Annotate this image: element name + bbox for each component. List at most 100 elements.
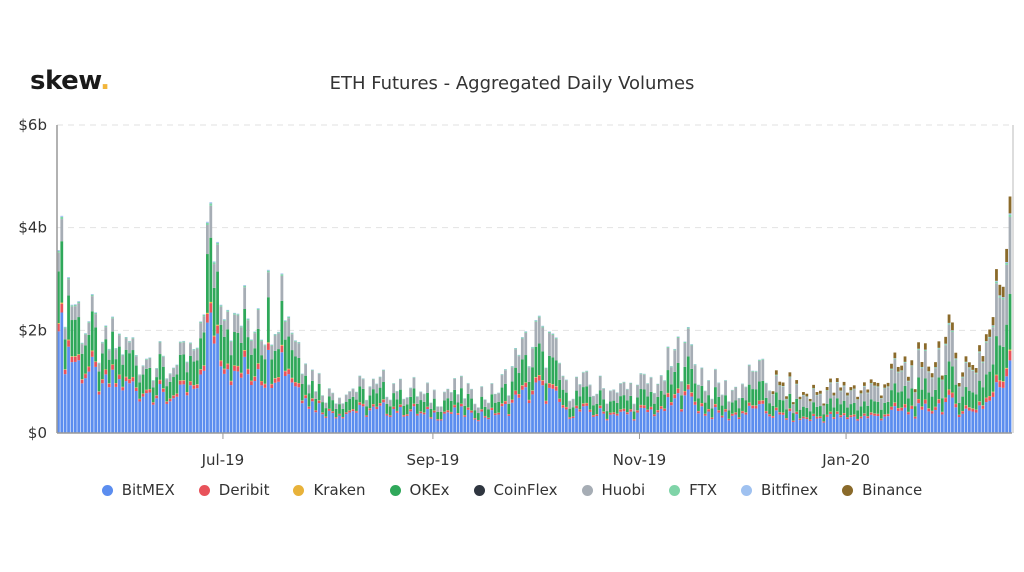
bar-segment-ftx[interactable]	[951, 330, 954, 333]
bar-segment-ftx[interactable]	[910, 365, 914, 367]
bar-segment-deribit[interactable]	[548, 383, 551, 388]
bar-segment-binance[interactable]	[815, 392, 819, 395]
bar-segment-huobi[interactable]	[246, 320, 250, 338]
bar-segment-deribit[interactable]	[829, 411, 832, 414]
bar-segment-bitmex[interactable]	[822, 422, 826, 433]
bar-segment-huobi[interactable]	[541, 327, 545, 352]
bar-segment-bitmex[interactable]	[856, 420, 860, 433]
bar-segment-huobi[interactable]	[504, 370, 507, 384]
bar-segment-binance[interactable]	[923, 343, 927, 350]
bar-segment-bitmex[interactable]	[791, 421, 795, 433]
bar-segment-ftx[interactable]	[534, 320, 538, 322]
bar-segment-okex[interactable]	[592, 405, 595, 416]
bar-segment-okex[interactable]	[331, 400, 335, 412]
bar-segment-okex[interactable]	[676, 362, 680, 389]
bar-segment-deribit[interactable]	[666, 393, 670, 398]
bar-segment-okex[interactable]	[548, 355, 551, 384]
bar-segment-deribit[interactable]	[615, 413, 619, 416]
bar-segment-deribit[interactable]	[378, 403, 382, 406]
bar-segment-bitmex[interactable]	[192, 388, 196, 433]
legend-item-coinflex[interactable]: CoinFlex	[473, 481, 558, 499]
bar-segment-deribit[interactable]	[883, 414, 887, 417]
bar-segment-deribit[interactable]	[934, 407, 937, 410]
bar-segment-bitmex[interactable]	[903, 407, 907, 433]
bar-segment-bitmex[interactable]	[57, 331, 60, 433]
bar-segment-okex[interactable]	[747, 384, 751, 403]
bar-segment-bitmex[interactable]	[937, 403, 941, 433]
bar-segment-huobi[interactable]	[287, 318, 291, 337]
bar-segment-okex[interactable]	[873, 401, 876, 414]
bar-segment-bitfinex[interactable]	[541, 325, 545, 327]
bar-segment-huobi[interactable]	[263, 345, 267, 360]
bar-segment-bitmex[interactable]	[967, 410, 971, 433]
bar-segment-bitmex[interactable]	[344, 414, 348, 433]
bar-segment-ftx[interactable]	[541, 326, 545, 328]
bar-segment-okex[interactable]	[382, 382, 385, 400]
bar-segment-kraken[interactable]	[239, 372, 243, 374]
bar-segment-deribit[interactable]	[212, 336, 216, 344]
bar-segment-deribit[interactable]	[822, 421, 826, 423]
bar-segment-deribit[interactable]	[493, 413, 497, 416]
bar-segment-huobi[interactable]	[653, 393, 656, 404]
bar-segment-okex[interactable]	[253, 348, 257, 377]
bar-segment-bitfinex[interactable]	[57, 250, 60, 251]
bar-segment-huobi[interactable]	[80, 344, 84, 354]
bar-segment-ftx[interactable]	[57, 250, 60, 253]
bar-segment-deribit[interactable]	[524, 382, 528, 388]
bar-segment-binance[interactable]	[812, 384, 815, 389]
bar-segment-bitmex[interactable]	[233, 370, 236, 433]
bar-segment-huobi[interactable]	[893, 359, 897, 384]
bar-segment-okex[interactable]	[744, 400, 748, 413]
bar-segment-bitfinex[interactable]	[246, 318, 250, 320]
bar-segment-huobi[interactable]	[121, 355, 125, 365]
bar-segment-huobi[interactable]	[226, 311, 230, 330]
bar-segment-huobi[interactable]	[412, 377, 416, 389]
bar-segment-bitmex[interactable]	[138, 401, 142, 433]
bar-segment-okex[interactable]	[829, 398, 832, 412]
bar-segment-okex[interactable]	[866, 405, 870, 417]
bar-segment-bitmex[interactable]	[978, 405, 981, 433]
bar-segment-huobi[interactable]	[873, 386, 876, 402]
bar-segment-huobi[interactable]	[514, 349, 517, 368]
bar-segment-huobi[interactable]	[646, 384, 650, 397]
bar-segment-deribit[interactable]	[270, 384, 274, 389]
bar-segment-huobi[interactable]	[101, 343, 104, 354]
bar-segment-okex[interactable]	[67, 295, 70, 340]
bar-segment-bitfinex[interactable]	[256, 308, 260, 309]
bar-segment-okex[interactable]	[944, 374, 948, 398]
bar-segment-bitmex[interactable]	[697, 413, 700, 433]
bar-segment-okex[interactable]	[443, 400, 446, 412]
bar-segment-okex[interactable]	[84, 345, 87, 374]
bar-segment-huobi[interactable]	[625, 389, 629, 401]
bar-segment-deribit[interactable]	[788, 408, 792, 412]
bar-segment-ftx[interactable]	[371, 378, 375, 380]
bar-segment-okex[interactable]	[605, 411, 609, 419]
bar-segment-deribit[interactable]	[260, 381, 263, 386]
bar-segment-bitmex[interactable]	[182, 384, 186, 433]
bar-segment-huobi[interactable]	[713, 369, 717, 388]
bar-segment-deribit[interactable]	[818, 416, 822, 419]
bar-segment-bitmex[interactable]	[653, 416, 656, 433]
bar-segment-huobi[interactable]	[707, 381, 710, 396]
bar-segment-deribit[interactable]	[554, 386, 558, 391]
bar-segment-deribit[interactable]	[761, 400, 765, 404]
bar-segment-okex[interactable]	[798, 409, 802, 419]
bar-segment-ftx[interactable]	[155, 368, 158, 369]
bar-segment-okex[interactable]	[263, 359, 267, 384]
bar-segment-bitmex[interactable]	[60, 312, 64, 433]
bar-segment-okex[interactable]	[222, 336, 226, 369]
bar-segment-huobi[interactable]	[280, 275, 284, 301]
bar-segment-ftx[interactable]	[676, 336, 680, 338]
bar-segment-deribit[interactable]	[537, 375, 541, 381]
bar-segment-bitmex[interactable]	[439, 420, 443, 433]
bar-segment-huobi[interactable]	[199, 323, 203, 339]
bar-segment-ftx[interactable]	[900, 370, 904, 372]
bar-segment-bitmex[interactable]	[321, 414, 324, 433]
bar-segment-okex[interactable]	[63, 339, 67, 370]
bar-segment-bitmex[interactable]	[419, 413, 423, 433]
bar-segment-binance[interactable]	[913, 389, 917, 393]
bar-segment-ftx[interactable]	[256, 308, 260, 311]
bar-segment-huobi[interactable]	[277, 333, 280, 350]
bar-segment-huobi[interactable]	[141, 366, 145, 375]
bar-segment-binance[interactable]	[835, 378, 839, 382]
